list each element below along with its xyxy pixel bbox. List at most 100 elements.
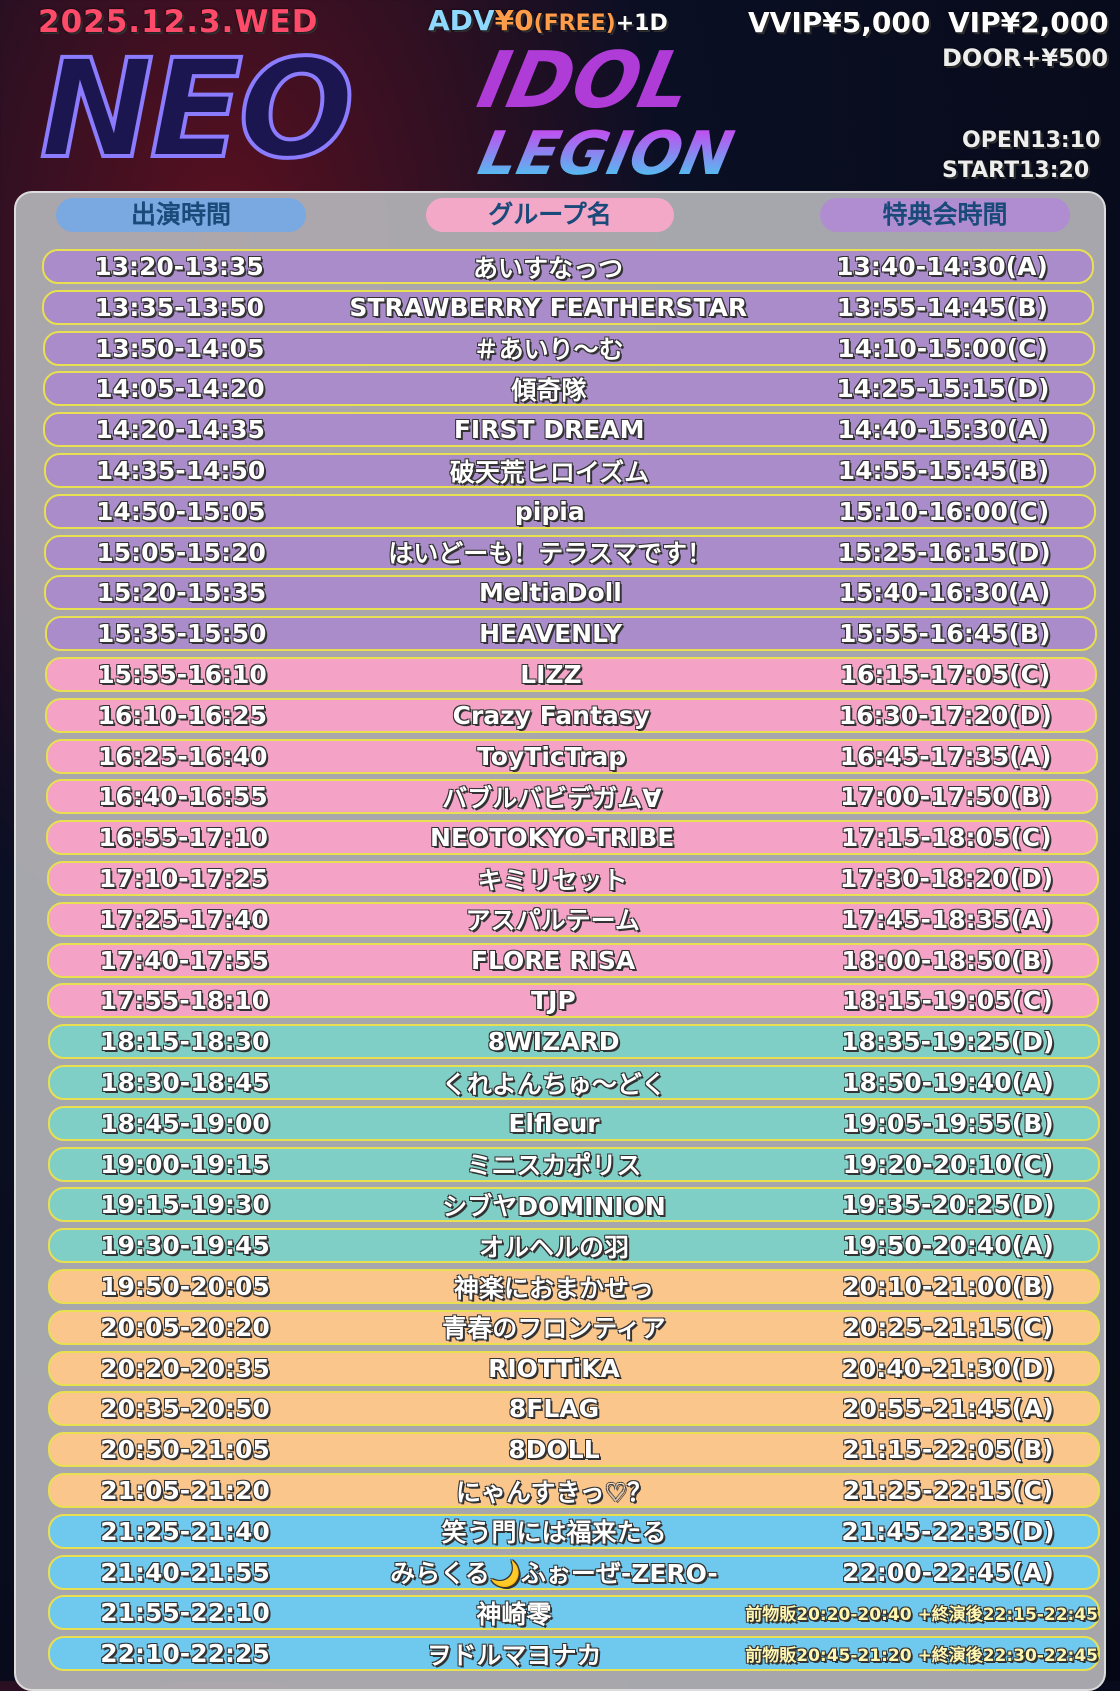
performance-time: 19:00-19:15 xyxy=(100,1149,270,1179)
group-name: TJP xyxy=(531,986,576,1016)
table-row: 13:20-13:35 あいすなっつ 13:40-14:30(A) xyxy=(42,249,1094,284)
vip-price: VIP¥2,000 xyxy=(948,6,1109,39)
table-row: 16:55-17:10 NEOTOKYO-TRIBE 17:15-18:05(C) xyxy=(46,820,1099,856)
table-row: 19:00-19:15 ミニスカポリス 19:20-20:10(C) xyxy=(48,1146,1100,1182)
bonus-time: 19:50-20:40(A) xyxy=(842,1231,1054,1261)
bonus-time: 15:25-16:15(D) xyxy=(837,537,1051,567)
group-name: キミリセット xyxy=(477,865,628,895)
performance-time: 21:05-21:20 xyxy=(100,1476,270,1505)
table-row: 17:40-17:55 FLORE RISA 18:00-18:50(B) xyxy=(47,942,1100,978)
table-row: 14:50-15:05 pipia 15:10-16:00(C) xyxy=(43,493,1096,529)
group-name: ミニスカポリス xyxy=(466,1151,642,1181)
performance-time: 16:10-16:25 xyxy=(97,700,268,730)
group-name: MeltiaDoll xyxy=(478,578,622,608)
bonus-time: 21:15-22:05(B) xyxy=(842,1435,1054,1465)
group-name: アスパルテーム xyxy=(465,906,640,936)
group-name: ヲドルマヨナカ xyxy=(426,1640,602,1670)
bonus-time: 20:55-21:45(A) xyxy=(842,1394,1054,1424)
bonus-time: 17:45-18:35(A) xyxy=(840,904,1053,934)
performance-time: 19:15-19:30 xyxy=(100,1190,270,1220)
performance-time: 19:30-19:45 xyxy=(100,1231,270,1261)
table-row: 14:35-14:50 破天荒ヒロイズム 14:55-15:45(B) xyxy=(43,453,1096,488)
table-row: 16:40-16:55 バブルバビデガム∀ 17:00-17:50(B) xyxy=(45,779,1098,815)
performance-time: 15:55-16:10 xyxy=(97,660,267,689)
adv-label: ADV xyxy=(428,4,495,37)
group-name: みらくる🌙ふぉーぜ-ZERO- xyxy=(390,1559,718,1589)
group-name: HEAVENLY xyxy=(479,619,623,649)
table-row: 21:25-21:40 笑う門には福来たる 21:45-22:35(D) xyxy=(48,1513,1100,1549)
adv-price: ADV¥0(FREE)+1D xyxy=(428,4,668,37)
bonus-time: 20:40-21:30(D) xyxy=(841,1353,1055,1383)
performance-time: 18:15-18:30 xyxy=(99,1027,270,1057)
performance-time: 17:55-18:10 xyxy=(99,986,270,1016)
bonus-time: 20:25-21:15(C) xyxy=(842,1312,1054,1342)
group-name: 神崎零 xyxy=(476,1599,552,1629)
bonus-time: 19:05-19:55(B) xyxy=(842,1108,1054,1138)
table-row: 21:55-22:10 神崎零 前物販20:20-20:40 +終演後22:15-2… xyxy=(48,1595,1100,1631)
group-name: 8WIZARD xyxy=(487,1027,620,1057)
bonus-time: 15:10-16:00(C) xyxy=(838,496,1050,526)
table-row: 18:30-18:45 くれよんちゅ〜どく 18:50-19:40(A) xyxy=(48,1065,1100,1100)
performance-time: 18:45-19:00 xyxy=(100,1108,270,1138)
bonus-time: 17:15-18:05(C) xyxy=(840,823,1052,853)
bonus-time: 21:45-22:35(D) xyxy=(841,1516,1055,1546)
table-row: 21:40-21:55 みらくる🌙ふぉーぜ-ZERO- 22:00-22:45(A) xyxy=(48,1554,1100,1590)
performance-time: 20:20-20:35 xyxy=(100,1353,270,1383)
group-name: 傾奇隊 xyxy=(511,375,587,405)
table-row: 19:50-20:05 神楽におまかせっ 20:10-21:00(B) xyxy=(48,1269,1100,1304)
group-name: にゃんすきっ♡？ xyxy=(456,1477,652,1507)
performance-time: 13:50-14:05 xyxy=(94,333,265,363)
bonus-time: 前物販20:20-20:40 +終演後22:15-22:45 xyxy=(745,1605,1098,1626)
adv-free: (FREE) xyxy=(533,11,616,36)
performance-time: 13:20-13:35 xyxy=(94,252,264,281)
performance-time: 22:10-22:25 xyxy=(100,1639,270,1669)
group-name: 笑う門には福来たる xyxy=(441,1518,667,1548)
table-row: 20:05-20:20 青春のフロンティア 20:25-21:15(C) xyxy=(48,1309,1100,1345)
bonus-time: 17:30-18:20(D) xyxy=(839,864,1054,893)
bonus-time: 13:55-14:45(B) xyxy=(836,292,1049,322)
group-name: RIOTTiKA xyxy=(488,1353,620,1383)
vvip-price: VVIP¥5,000 xyxy=(748,6,931,39)
event-date: 2025.12.3.WED xyxy=(38,4,319,40)
table-row: 13:50-14:05 ＃あいり〜む 14:10-15:00(C) xyxy=(42,330,1095,366)
group-name: ＃あいり〜む xyxy=(473,335,624,365)
bonus-time: 14:55-15:45(B) xyxy=(837,456,1050,485)
performance-time: 14:05-14:20 xyxy=(95,374,265,404)
performance-time: 17:10-17:25 xyxy=(98,864,269,893)
performance-time: 14:35-14:50 xyxy=(95,456,266,485)
adv-drink: +1D xyxy=(615,11,668,36)
bonus-time: 16:15-17:05(C) xyxy=(839,660,1051,689)
performance-time: 17:40-17:55 xyxy=(99,945,269,975)
table-row: 13:35-13:50 STRAWBERRY FEATHERSTAR 13:55-1… xyxy=(42,289,1095,325)
start-time: START13:20 xyxy=(942,158,1090,183)
open-time: OPEN13:10 xyxy=(962,128,1101,153)
bonus-time: 17:00-17:50(B) xyxy=(840,782,1052,812)
group-name: Crazy Fantasy xyxy=(452,700,650,730)
bonus-time: 18:15-19:05(C) xyxy=(842,986,1053,1016)
table-row: 18:45-19:00 Elfleur 19:05-19:55(B) xyxy=(48,1105,1100,1141)
group-name: オルヘルの羽 xyxy=(478,1232,629,1262)
column-header-bonus: 特典会時間 xyxy=(820,198,1070,232)
performance-time: 20:50-21:05 xyxy=(100,1435,270,1465)
table-row: 17:10-17:25 キミリセット 17:30-18:20(D) xyxy=(46,861,1099,896)
group-name: くれよんちゅ〜どく xyxy=(441,1069,667,1099)
column-header-time: 出演時間 xyxy=(56,198,306,232)
bonus-time: 14:10-15:00(C) xyxy=(837,333,1048,363)
group-name: バブルバビデガム∀ xyxy=(442,783,662,813)
group-name: Elfleur xyxy=(508,1108,600,1138)
logo-legion: LEGION xyxy=(472,119,740,189)
performance-time: 21:55-22:10 xyxy=(100,1598,270,1628)
bonus-time: 22:00-22:45(A) xyxy=(842,1557,1054,1587)
bonus-time: 16:45-17:35(A) xyxy=(839,741,1052,771)
group-name: FLORE RISA xyxy=(470,945,636,975)
group-name: LIZZ xyxy=(520,660,582,689)
table-row: 15:20-15:35 MeltiaDoll 15:40-16:30(A) xyxy=(44,575,1097,611)
bonus-time: 18:00-18:50(B) xyxy=(841,945,1053,975)
table-row: 20:20-20:35 RIOTTiKA 20:40-21:30(D) xyxy=(48,1350,1100,1386)
group-name: あいすなっつ xyxy=(472,253,623,283)
group-name: 青春のフロンティア xyxy=(442,1314,666,1344)
table-row: 17:55-18:10 TJP 18:15-19:05(C) xyxy=(47,983,1100,1019)
table-row: 20:35-20:50 8FLAG 20:55-21:45(A) xyxy=(48,1391,1100,1427)
bonus-time: 14:40-15:30(A) xyxy=(837,415,1050,445)
table-row: 16:10-16:25 Crazy Fantasy 16:30-17:20(D) xyxy=(45,697,1098,733)
